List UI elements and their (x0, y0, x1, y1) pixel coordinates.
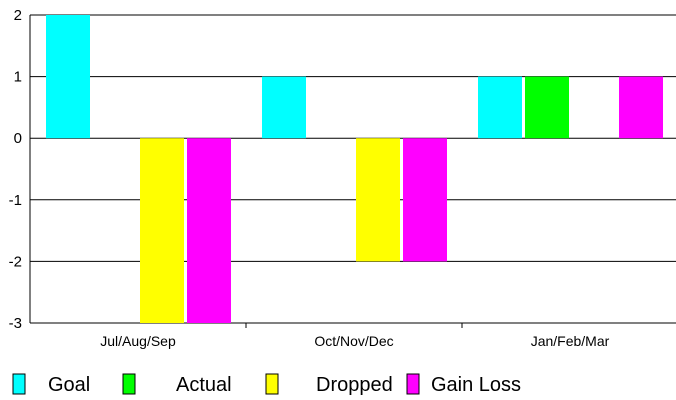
legend-label-gain-loss: Gain Loss (431, 374, 521, 396)
bar-dropped-1 (356, 138, 400, 262)
bar-dropped-0 (140, 138, 184, 323)
x-tick-label-2: Jan/Feb/Mar (531, 333, 610, 349)
legend-swatch-actual (122, 373, 136, 395)
legend-swatch-gain-loss (406, 373, 420, 395)
legend-swatch-goal (12, 373, 26, 395)
legend-label-dropped: Dropped (316, 374, 393, 396)
legend-label-actual: Actual (176, 374, 232, 396)
y-tick-label-2: 0 (14, 130, 22, 147)
bar-gain-loss-2 (619, 76, 663, 139)
y-tick-label-5: -3 (9, 315, 22, 332)
y-tick-label-1: 1 (14, 69, 22, 86)
y-tick-label-3: -1 (9, 192, 22, 209)
x-tick-label-0: Jul/Aug/Sep (100, 333, 176, 349)
legend-label-goal: Goal (48, 374, 90, 396)
y-tick-label-0: 2 (14, 7, 22, 24)
y-tick-label-4: -2 (9, 253, 22, 270)
bar-gain-loss-1 (403, 138, 447, 262)
x-tick-label-1: Oct/Nov/Dec (314, 333, 393, 349)
bar-goal-1 (262, 76, 306, 139)
legend: Goal Actual Dropped Gain Loss (12, 373, 521, 396)
legend-swatch-dropped (265, 373, 279, 395)
gridlines (30, 14, 676, 324)
bar-goal-0 (46, 15, 90, 139)
bar-goal-2 (478, 76, 522, 139)
y-tick-labels: 2 1 0 -1 -2 -3 (9, 7, 22, 332)
axes (29, 15, 463, 328)
bars (46, 15, 663, 323)
bar-gain-loss-0 (187, 138, 231, 323)
bar-actual-2 (525, 76, 569, 139)
x-tick-labels: Jul/Aug/Sep Oct/Nov/Dec Jan/Feb/Mar (100, 333, 609, 349)
